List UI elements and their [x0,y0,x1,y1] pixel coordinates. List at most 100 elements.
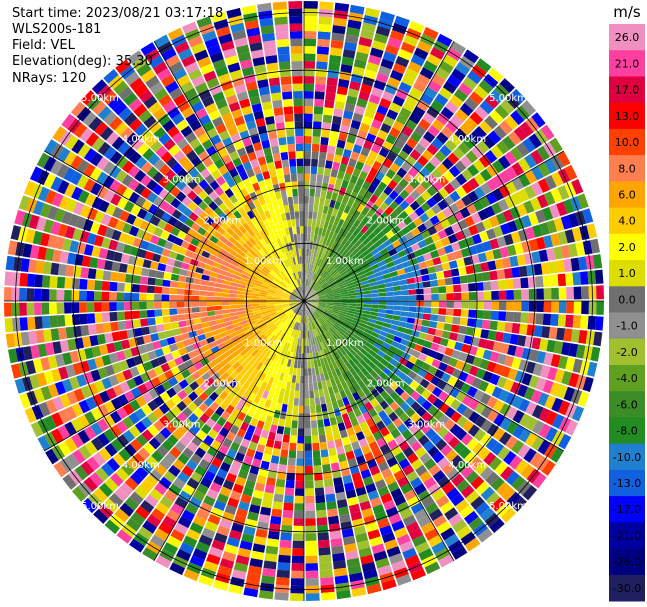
velocity-cell [308,315,311,323]
velocity-cell [57,179,70,195]
velocity-cell [234,191,244,201]
velocity-cell [306,308,309,316]
velocity-cell [194,347,204,356]
velocity-cell [356,328,365,335]
velocity-cell [397,371,408,381]
velocity-cell [296,158,304,167]
velocity-cell [314,274,319,282]
velocity-cell [267,291,275,295]
velocity-cell [259,221,267,230]
velocity-cell [104,443,118,457]
velocity-cell [323,167,332,177]
velocity-cell [300,360,304,369]
velocity-cell [184,289,192,296]
velocity-cell [373,252,382,260]
velocity-cell [364,364,373,374]
velocity-cell [378,461,390,472]
velocity-cell [103,189,115,203]
velocity-cell [298,413,304,421]
velocity-cell [179,268,188,277]
velocity-cell [219,248,229,256]
velocity-cell [198,179,209,190]
velocity-cell [56,276,66,289]
velocity-cell [231,349,240,358]
velocity-cell [83,178,96,192]
velocity-cell [320,243,326,252]
velocity-cell [383,318,392,324]
velocity-cell [322,341,328,349]
velocity-cell [201,250,211,259]
velocity-cell [264,47,277,57]
velocity-cell [96,156,109,171]
velocity-cell [310,322,314,330]
velocity-cell [173,93,187,106]
velocity-cell [216,278,225,284]
velocity-cell [36,216,47,232]
velocity-cell [249,42,263,52]
velocity-cell [132,216,144,228]
velocity-cell [154,278,164,287]
velocity-cell [308,383,314,391]
velocity-cell [209,235,219,244]
velocity-cell [398,178,409,189]
velocity-cell [123,348,133,359]
velocity-cell [203,231,213,240]
velocity-cell [347,88,359,98]
velocity-cell [384,256,393,264]
velocity-cell [49,289,57,301]
velocity-cell [377,350,386,358]
velocity-cell [280,357,286,366]
velocity-cell [4,271,13,286]
velocity-cell [103,69,119,84]
velocity-cell [238,280,247,286]
velocity-cell [315,343,321,352]
velocity-cell [140,161,153,174]
velocity-cell [408,289,417,295]
velocity-cell [406,317,416,324]
velocity-cell [509,455,523,470]
velocity-cell [369,335,378,342]
velocity-cell [336,383,344,392]
velocity-cell [446,468,460,481]
velocity-cell [340,270,348,277]
velocity-cell [304,158,311,167]
velocity-cell [291,292,298,297]
velocity-cell [305,525,317,534]
velocity-cell [549,382,561,397]
velocity-cell [351,356,360,365]
velocity-cell [570,329,580,343]
velocity-cell [332,287,340,292]
velocity-cell [123,92,138,106]
velocity-cell [280,76,292,85]
velocity-cell [186,528,201,541]
velocity-cell [455,428,468,441]
velocity-cell [207,315,216,322]
velocity-cell [211,372,221,382]
velocity-cell [140,461,154,474]
velocity-cell [374,375,384,385]
colorbar-swatch [609,102,645,130]
velocity-cell [188,167,200,179]
velocity-cell [200,279,209,286]
velocity-cell [318,204,324,213]
velocity-cell [293,98,303,107]
velocity-cell [348,295,357,299]
velocity-cell [416,40,432,53]
velocity-cell [304,420,311,429]
velocity-cell [374,271,383,278]
velocity-cell [397,132,410,144]
velocity-cell [270,241,277,249]
velocity-cell [325,355,332,364]
velocity-cell [314,472,323,481]
velocity-cell [311,322,315,330]
velocity-cell [284,487,295,496]
velocity-cell [463,136,476,150]
velocity-cell [568,343,579,358]
velocity-cell [427,266,436,274]
velocity-cell [474,402,486,415]
velocity-cell [468,365,479,377]
velocity-cell [282,350,288,359]
velocity-cell [387,37,402,49]
velocity-cell [124,497,139,511]
velocity-cell [96,186,109,199]
